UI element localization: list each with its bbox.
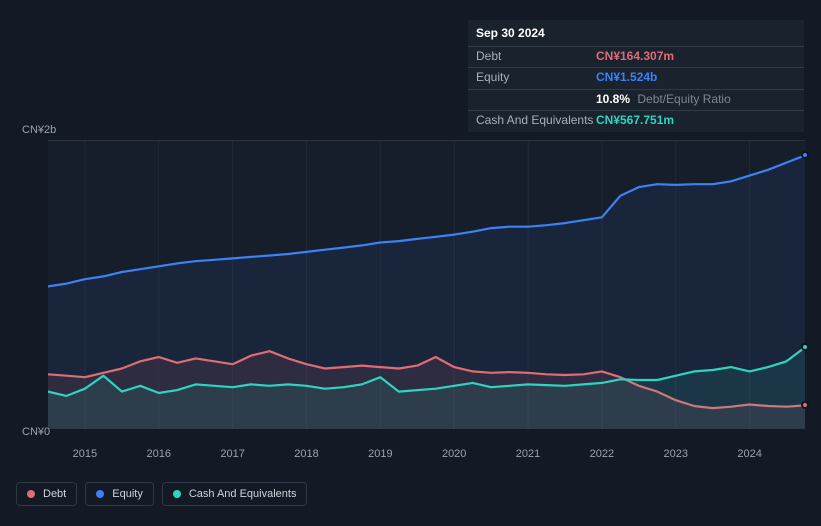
legend-label-debt: Debt xyxy=(43,488,66,500)
x-tick-label: 2021 xyxy=(516,448,540,460)
tooltip-date: Sep 30 2024 xyxy=(468,20,804,46)
chart-legend: Debt Equity Cash And Equivalents xyxy=(16,482,307,506)
financial-chart: { "tooltip": { "date": "Sep 30 2024", "r… xyxy=(0,0,821,526)
tooltip-ratio-suffix: Debt/Equity Ratio xyxy=(637,92,730,106)
tooltip-ratio-value: 10.8% xyxy=(596,92,630,106)
x-tick-label: 2018 xyxy=(294,448,318,460)
tooltip-row-ratio: 10.8% Debt/Equity Ratio xyxy=(468,89,804,111)
y-axis-max-label: CN¥2b xyxy=(22,124,56,136)
series-end-dot-equity xyxy=(801,151,809,159)
chart-region: CN¥2b CN¥0 xyxy=(16,124,805,444)
data-tooltip: Sep 30 2024 Debt CN¥164.307m Equity CN¥1… xyxy=(468,20,804,132)
x-tick-label: 2022 xyxy=(590,448,614,460)
tooltip-row-equity: Equity CN¥1.524b xyxy=(468,67,804,89)
x-tick-label: 2020 xyxy=(442,448,466,460)
x-tick-label: 2024 xyxy=(737,448,761,460)
tooltip-equity-label: Equity xyxy=(476,70,596,86)
tooltip-ratio-label xyxy=(476,92,596,108)
x-tick-label: 2019 xyxy=(368,448,392,460)
x-tick-label: 2015 xyxy=(73,448,97,460)
y-axis-min-label: CN¥0 xyxy=(22,426,50,438)
tooltip-row-debt: Debt CN¥164.307m xyxy=(468,46,804,68)
legend-item-equity[interactable]: Equity xyxy=(85,482,154,506)
legend-label-cash: Cash And Equivalents xyxy=(189,488,297,500)
x-tick-label: 2017 xyxy=(220,448,244,460)
series-end-dot-debt xyxy=(801,401,809,409)
series-end-dot-cash xyxy=(801,343,809,351)
tooltip-debt-label: Debt xyxy=(476,49,596,65)
legend-item-cash[interactable]: Cash And Equivalents xyxy=(162,482,308,506)
x-axis: 2015 2016 2017 2018 2019 2020 2021 2022 2023 2024 xyxy=(48,448,805,466)
tooltip-debt-value: CN¥164.307m xyxy=(596,49,674,65)
tooltip-equity-value: CN¥1.524b xyxy=(596,70,657,86)
legend-swatch-cash xyxy=(173,490,181,498)
chart-plot-area[interactable] xyxy=(48,140,805,428)
x-tick-label: 2016 xyxy=(147,448,171,460)
legend-item-debt[interactable]: Debt xyxy=(16,482,77,506)
legend-swatch-equity xyxy=(96,490,104,498)
legend-swatch-debt xyxy=(27,490,35,498)
x-tick-label: 2023 xyxy=(664,448,688,460)
legend-label-equity: Equity xyxy=(112,488,143,500)
